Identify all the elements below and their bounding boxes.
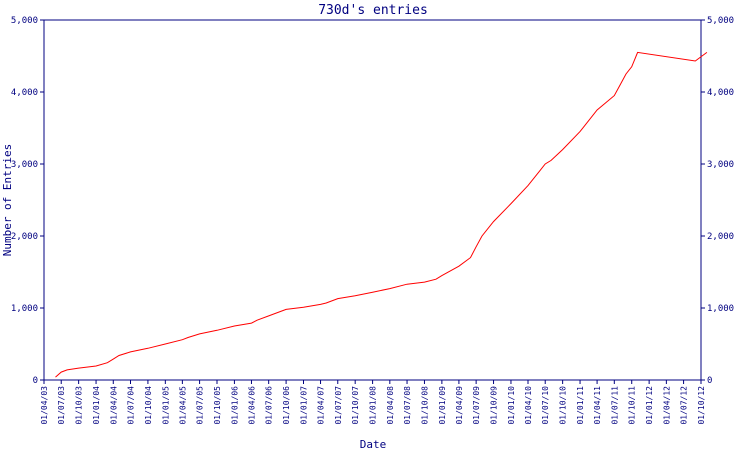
x-tick-label: 01/07/07 <box>334 386 343 425</box>
x-tick-label: 01/07/08 <box>403 386 412 425</box>
x-tick-label: 01/04/04 <box>109 386 118 425</box>
y-tick-label-left: 0 <box>33 376 38 386</box>
x-tick-label: 01/07/06 <box>265 386 274 425</box>
x-axis-label: Date <box>360 438 387 450</box>
x-tick-label: 01/04/09 <box>455 386 464 425</box>
x-tick-label: 01/10/06 <box>282 386 291 425</box>
x-tick-label: 01/10/03 <box>75 386 84 425</box>
y-tick-label-right: 2,000 <box>707 232 734 242</box>
x-tick-label: 01/01/07 <box>300 386 309 425</box>
x-tick-label: 01/10/09 <box>490 386 499 425</box>
x-tick-label: 01/04/03 <box>40 386 49 425</box>
plot-area-frame <box>43 19 702 381</box>
x-tick-label: 01/04/07 <box>317 386 326 425</box>
x-tick-label: 01/01/04 <box>92 386 101 425</box>
x-tick-label: 01/07/09 <box>472 386 481 425</box>
x-tick-label: 01/01/06 <box>230 386 239 425</box>
x-tick-label: 01/01/10 <box>507 386 516 425</box>
x-tick-label: 01/01/08 <box>369 386 378 425</box>
x-tick-label: 01/01/11 <box>576 386 585 425</box>
y-tick-label-right: 1,000 <box>707 304 734 314</box>
x-tick-label: 01/04/11 <box>593 386 602 425</box>
x-tick-label: 01/10/11 <box>628 386 637 425</box>
x-tick-label: 01/07/10 <box>541 386 550 425</box>
x-tick-label: 01/10/07 <box>351 386 360 425</box>
x-tick-label: 01/04/05 <box>178 386 187 425</box>
x-tick-label: 01/07/05 <box>196 386 205 425</box>
x-tick-label: 01/10/04 <box>144 386 153 425</box>
series-line <box>55 51 708 378</box>
y-axis-right: 0 1,000 2,000 3,000 4,000 5,000 <box>701 16 734 386</box>
x-tick-label: 01/10/05 <box>213 386 222 425</box>
x-tick-label: 01/07/04 <box>127 386 136 425</box>
x-tick-label: 01/07/12 <box>680 386 689 425</box>
chart-title: 730d's entries <box>318 3 428 18</box>
x-tick-label: 01/07/03 <box>57 386 66 425</box>
y-tick-label-left: 4,000 <box>11 88 38 98</box>
y-tick-label-left: 5,000 <box>11 16 38 26</box>
series-group <box>55 51 708 378</box>
x-tick-label: 01/01/09 <box>438 386 447 425</box>
y-tick-label-left: 2,000 <box>11 232 38 242</box>
y-axis-left: 0 1,000 2,000 3,000 4,000 5,000 <box>11 16 44 386</box>
x-tick-label: 01/10/12 <box>697 386 706 425</box>
x-axis: 01/04/03 01/07/03 01/10/03 01/01/04 01/04/04… <box>40 380 706 425</box>
x-tick-label: 01/04/10 <box>524 386 533 425</box>
x-tick-label: 01/01/12 <box>645 386 654 425</box>
x-tick-label: 01/04/08 <box>386 386 395 425</box>
y-axis-label: Number of Entries <box>1 144 14 257</box>
y-tick-label-left: 3,000 <box>11 160 38 170</box>
y-tick-label-left: 1,000 <box>11 304 38 314</box>
x-tick-label: 01/04/06 <box>247 386 256 425</box>
x-tick-label: 01/01/05 <box>161 386 170 425</box>
y-tick-label-right: 4,000 <box>707 88 734 98</box>
y-tick-label-right: 5,000 <box>707 16 734 26</box>
x-tick-label: 01/07/11 <box>610 386 619 425</box>
y-tick-label-right: 3,000 <box>707 160 734 170</box>
x-tick-label: 01/04/12 <box>662 386 671 425</box>
x-tick-label: 01/10/08 <box>420 386 429 425</box>
x-tick-label: 01/10/10 <box>559 386 568 425</box>
y-tick-label-right: 0 <box>707 376 712 386</box>
